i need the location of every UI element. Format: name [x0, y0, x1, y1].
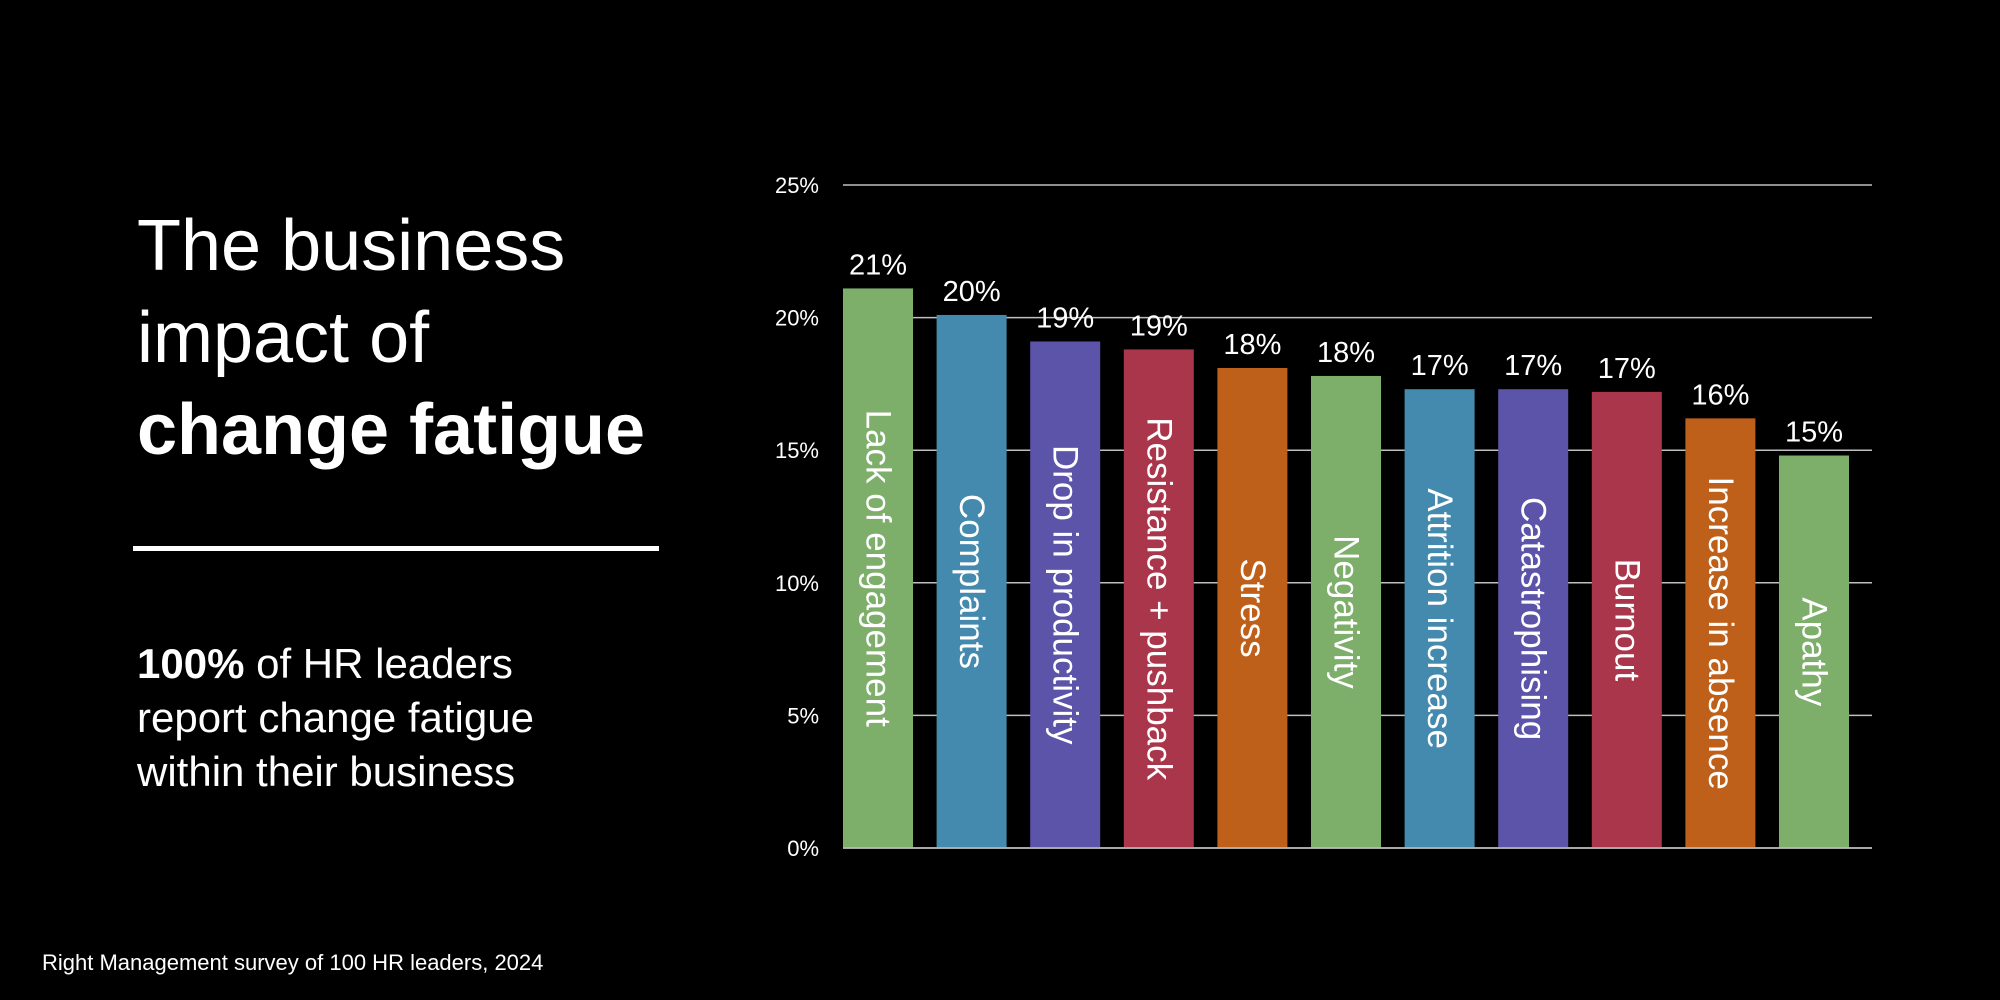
- bar-category-label: Drop in productivity: [1046, 445, 1085, 745]
- stat-line-2: report change fatigue: [137, 694, 534, 741]
- bar: [1404, 389, 1475, 848]
- stat-line-3: within their business: [137, 748, 516, 795]
- stat-line-1-text: of HR leaders: [244, 640, 513, 687]
- bar-value-label: 16%: [1691, 379, 1749, 411]
- bar-value-label: 18%: [1223, 329, 1281, 361]
- bar-category-label: Burnout: [1607, 559, 1646, 682]
- bar-value-label: 17%: [1504, 350, 1562, 382]
- bar-category-label: Lack of engagement: [859, 410, 898, 727]
- bar-value-label: 19%: [1036, 302, 1094, 334]
- y-tick-label: 0%: [787, 836, 819, 861]
- bar: [1498, 389, 1569, 848]
- stat-value: 100%: [137, 640, 245, 687]
- bar-value-label: 20%: [943, 276, 1001, 308]
- title-divider: [133, 546, 659, 551]
- y-tick-label: 5%: [787, 703, 819, 728]
- slide-title: The business impact of change fatigue: [137, 200, 645, 476]
- bar-category-label: Increase in absence: [1701, 477, 1740, 790]
- bar-category-label: Stress: [1233, 558, 1272, 657]
- y-tick-label: 10%: [775, 571, 819, 596]
- bar-category-label: Attrition increase: [1420, 488, 1459, 749]
- bar-value-label: 18%: [1317, 337, 1375, 369]
- bar-category-label: Resistance + pushback: [1139, 417, 1178, 780]
- bar-category-label: Apathy: [1795, 597, 1834, 706]
- title-line-3: change fatigue: [137, 390, 646, 470]
- source-note: Right Management survey of 100 HR leader…: [42, 950, 544, 975]
- bar-category-label: Complaints: [952, 494, 991, 669]
- y-tick-label: 20%: [775, 306, 819, 331]
- y-tick-label: 25%: [775, 173, 819, 198]
- title-line-2: impact of: [137, 298, 430, 378]
- bar: [1779, 455, 1849, 848]
- title-line-1: The business: [137, 206, 566, 286]
- stat-line-1: 100% of HR leaders: [137, 637, 534, 691]
- bar: [843, 288, 913, 849]
- bar: [1123, 349, 1194, 848]
- bar-category-label: Catastrophising: [1514, 497, 1553, 740]
- bar: [1591, 391, 1662, 848]
- bar-value-label: 17%: [1598, 353, 1656, 385]
- bar-value-label: 17%: [1411, 350, 1469, 382]
- y-tick-label: 15%: [775, 438, 819, 463]
- bar: [1685, 418, 1756, 848]
- bar: [936, 314, 1007, 848]
- bar-value-label: 21%: [849, 249, 907, 281]
- key-statistic: 100% of HR leaders report change fatigue…: [137, 637, 534, 799]
- bar-value-label: 19%: [1130, 310, 1188, 342]
- bar: [1030, 341, 1101, 848]
- bar: [1311, 375, 1381, 848]
- bar-value-label: 15%: [1785, 417, 1843, 449]
- bar: [1217, 367, 1288, 848]
- bar-category-label: Negativity: [1327, 535, 1366, 689]
